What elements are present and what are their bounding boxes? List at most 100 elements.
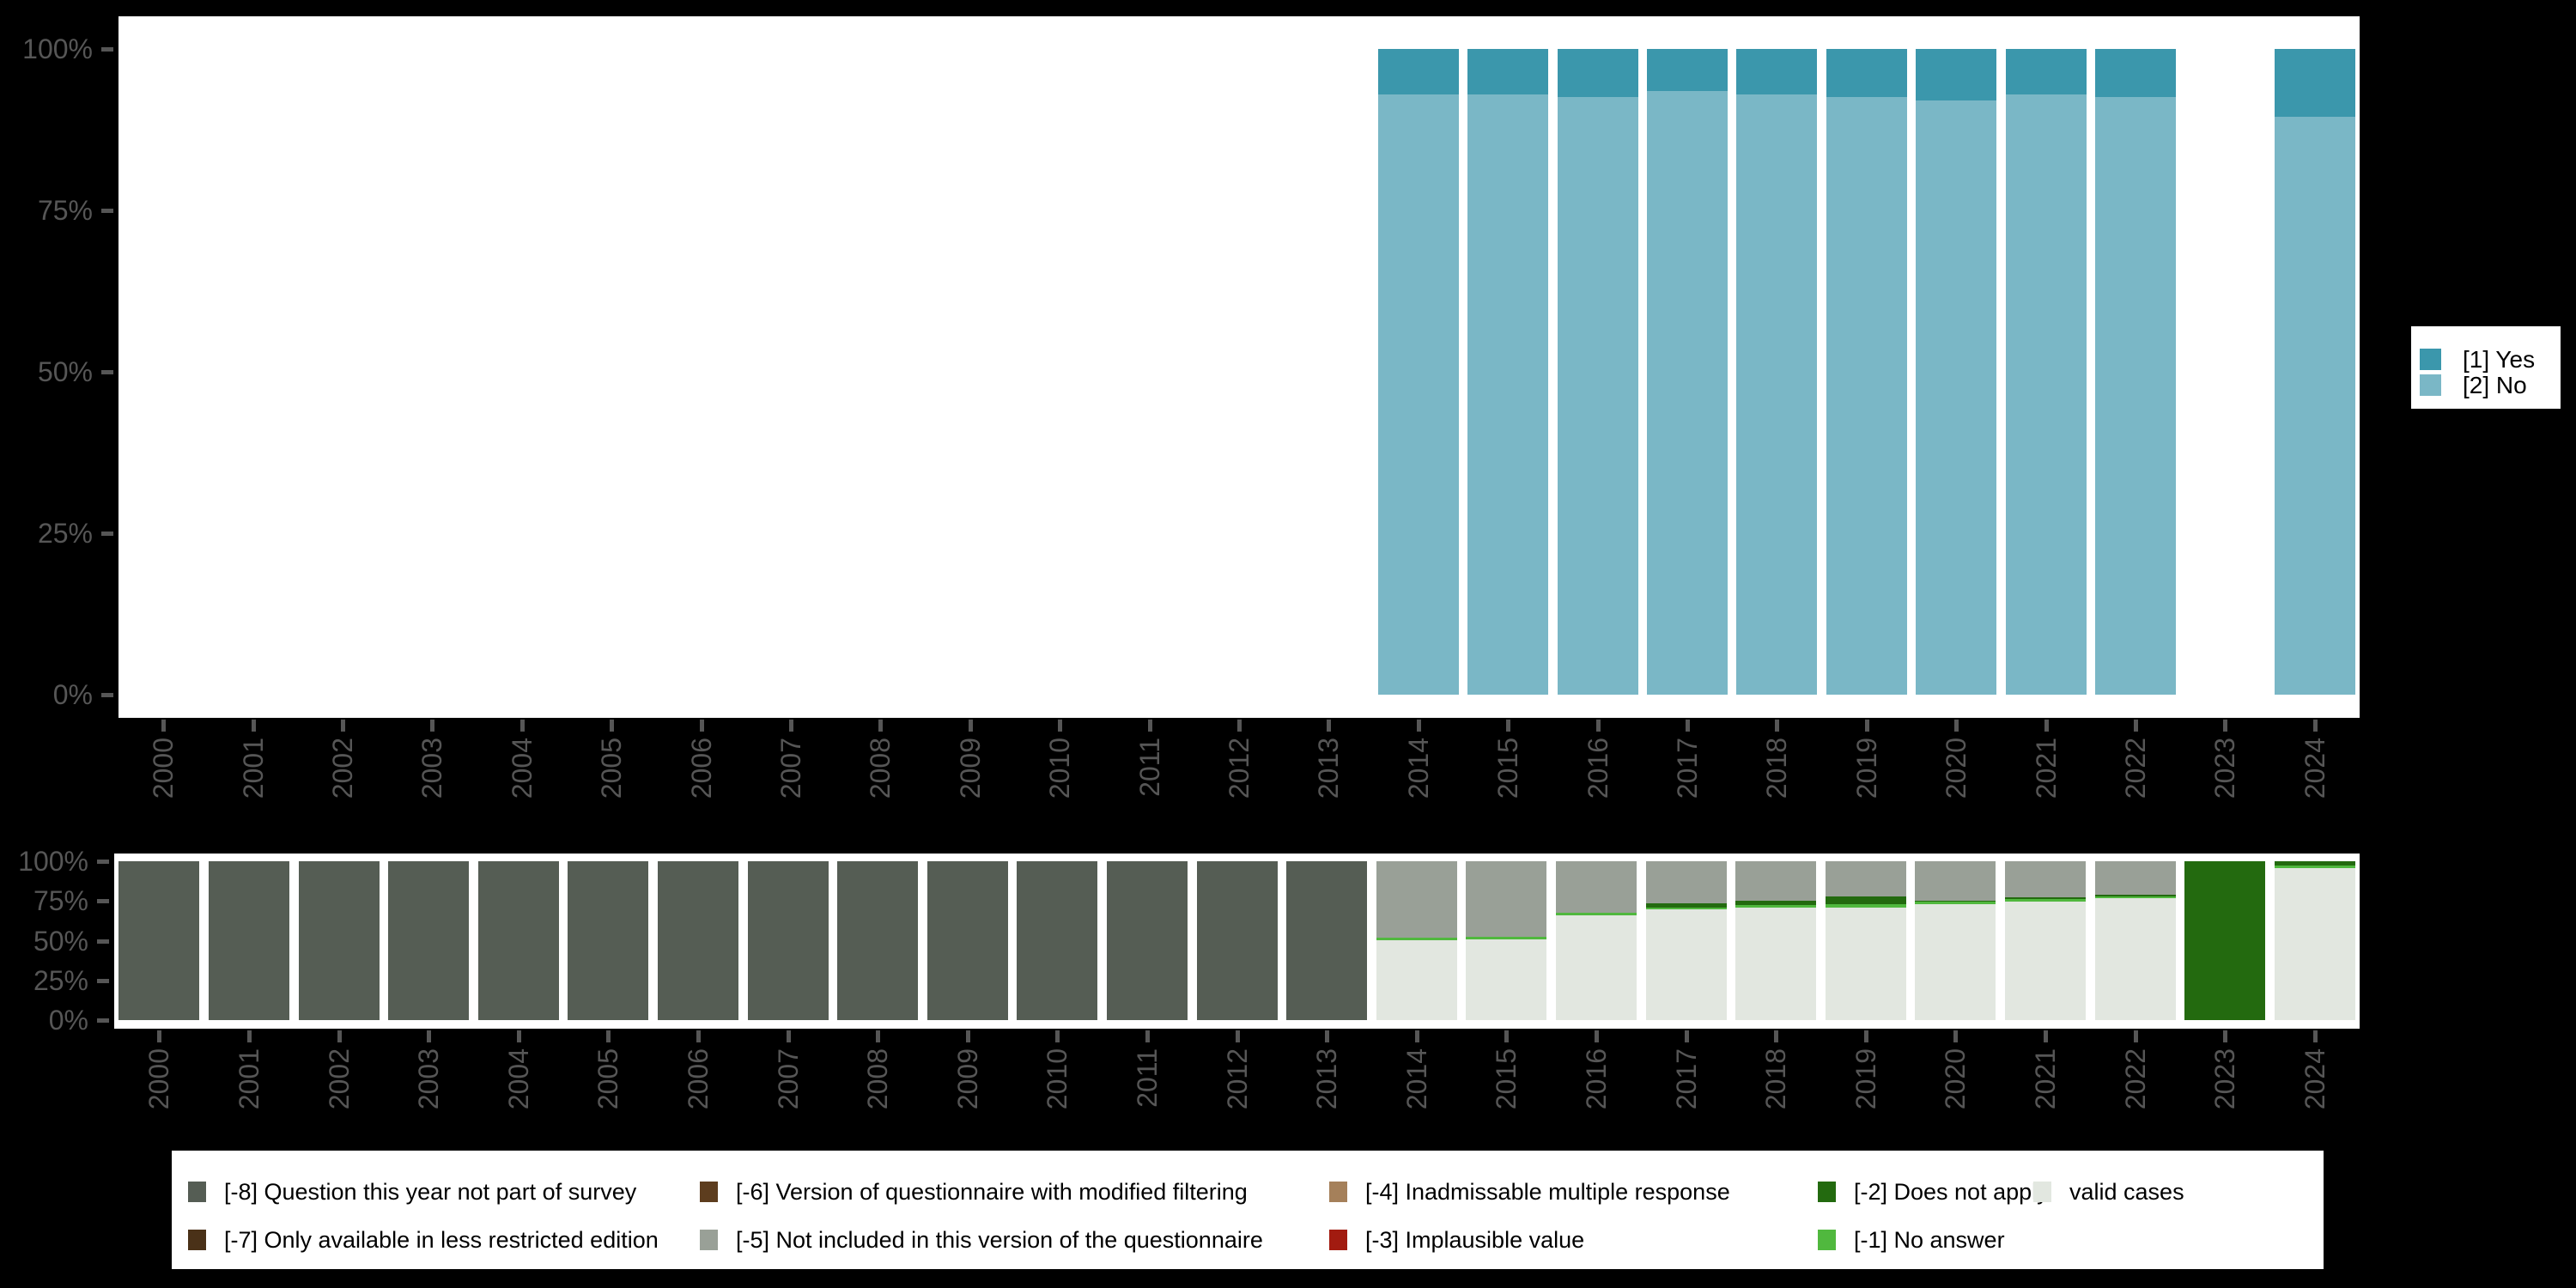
x-axis-tick-label: 2004 (506, 738, 538, 799)
legend-key-swatch (2033, 1182, 2051, 1202)
x-axis-tick (1774, 1030, 1779, 1042)
x-axis-tick (1325, 1030, 1330, 1042)
response-chart-plot-area (118, 16, 2360, 718)
x-axis-tick (2134, 720, 2138, 732)
legend-item-label: [-3] Implausible value (1365, 1227, 1585, 1253)
stacked-bar-2016 (1557, 49, 1638, 695)
y-axis-tick-label: 75% (37, 195, 93, 226)
bar-segment (1555, 914, 1637, 1020)
bar-segment (2274, 861, 2355, 866)
bar-segment (1645, 909, 1727, 1020)
y-axis-tick-label: 100% (18, 846, 88, 877)
bar-segment (1916, 49, 1997, 101)
x-axis-tick-label: 2019 (1850, 738, 1882, 799)
x-axis-tick-label: 2008 (862, 1048, 894, 1110)
y-axis-tick-label: 50% (37, 356, 93, 387)
bar-segment (1376, 940, 1457, 1020)
x-axis-tick (1954, 720, 1959, 732)
x-axis-tick-label: 2013 (1313, 738, 1345, 799)
x-axis-tick-label: 2009 (951, 1048, 983, 1110)
x-axis-tick (516, 1030, 521, 1042)
x-axis-tick-label: 2001 (233, 1048, 264, 1110)
x-axis-tick-label: 2002 (323, 1048, 355, 1110)
stacked-bar-2021 (2004, 861, 2086, 1020)
stacked-bar-2021 (2005, 49, 2087, 695)
x-axis-tick (157, 1030, 162, 1042)
legend-key-swatch (188, 1182, 206, 1202)
bar-segment (1467, 94, 1549, 695)
bar-segment (1645, 903, 1727, 908)
x-axis-tick (965, 1030, 970, 1042)
stacked-bar-2012 (1196, 861, 1278, 1020)
bar-segment (747, 861, 829, 1020)
y-axis-tick (97, 939, 109, 944)
bar-segment (1377, 94, 1459, 695)
missing-values-legend-box: [-8] Question this year not part of surv… (172, 1151, 2324, 1269)
bar-segment (1735, 861, 1817, 902)
x-axis-tick-label: 2012 (1224, 738, 1255, 799)
y-axis-tick (97, 978, 109, 983)
x-axis-tick (1595, 720, 1601, 732)
y-axis-tick-label: 100% (22, 33, 93, 64)
stacked-bar-2000 (118, 861, 200, 1020)
legend-item-label: [2] No (2463, 372, 2527, 398)
bar-segment (1645, 861, 1727, 904)
x-axis-tick (786, 1030, 791, 1042)
bar-segment (1466, 936, 1547, 939)
bar-segment (1736, 49, 1818, 94)
bar-segment (2094, 861, 2176, 895)
x-axis-tick (606, 1030, 611, 1042)
bar-segment (1736, 94, 1818, 695)
bar-segment (1735, 907, 1817, 1020)
x-axis-tick (337, 1030, 342, 1042)
x-axis-tick-label: 2015 (1492, 738, 1524, 799)
x-axis-tick (1416, 720, 1421, 732)
stacked-bar-2008 (837, 861, 919, 1020)
y-axis-tick-label: 75% (33, 885, 88, 917)
stacked-bar-2020 (1916, 49, 1997, 695)
x-axis-tick-label: 2023 (2209, 738, 2241, 799)
x-axis-tick (699, 720, 704, 732)
x-axis-tick (1235, 1030, 1240, 1042)
missing-values-chart-plot-area (114, 854, 2360, 1029)
legend-item-label: [-8] Question this year not part of surv… (224, 1179, 637, 1205)
bar-segment (2274, 116, 2355, 695)
bar-segment (388, 861, 470, 1020)
bar-segment (657, 861, 738, 1020)
x-axis-tick (341, 720, 345, 732)
legend-item-label: [-1] No answer (1854, 1227, 2005, 1253)
bar-segment (1915, 901, 1996, 902)
x-axis-tick-label: 2020 (1941, 738, 1972, 799)
y-axis-tick (101, 47, 113, 52)
x-axis-tick (878, 720, 884, 732)
x-axis-tick-label: 2011 (1131, 1048, 1163, 1108)
bar-segment (837, 861, 919, 1020)
stacked-bar-2007 (747, 861, 829, 1020)
x-axis-tick-label: 2013 (1311, 1048, 1343, 1110)
response-legend-box: [1] Yes [2] No (2411, 326, 2561, 409)
stacked-bar-2009 (927, 861, 1008, 1020)
x-axis-tick-label: 2021 (2030, 738, 2062, 799)
x-axis-tick (2223, 1030, 2228, 1042)
x-axis-tick (696, 1030, 701, 1042)
x-axis-tick (1504, 1030, 1510, 1042)
bar-segment (1106, 861, 1188, 1020)
bar-segment (1377, 49, 1459, 94)
legend-item-label: [-4] Inadmissable multiple response (1365, 1179, 1730, 1205)
x-axis-tick-label: 2006 (685, 738, 717, 799)
y-axis-tick (97, 1018, 109, 1023)
x-axis-tick-label: 2024 (2299, 738, 2330, 799)
x-axis-tick-label: 2003 (416, 738, 448, 799)
legend-item-label: valid cases (2069, 1179, 2184, 1205)
y-axis-tick (97, 899, 109, 904)
x-axis-tick-label: 2023 (2209, 1048, 2241, 1110)
bar-segment (1376, 861, 1457, 938)
bar-segment (1466, 861, 1547, 937)
x-axis-tick-label: 2021 (2029, 1048, 2061, 1110)
bar-segment (927, 861, 1008, 1020)
x-axis-tick (1775, 720, 1780, 732)
x-axis-tick-label: 2015 (1491, 1048, 1522, 1110)
x-axis-tick (519, 720, 525, 732)
stacked-bar-2018 (1736, 49, 1818, 695)
bar-segment (1825, 903, 1906, 908)
